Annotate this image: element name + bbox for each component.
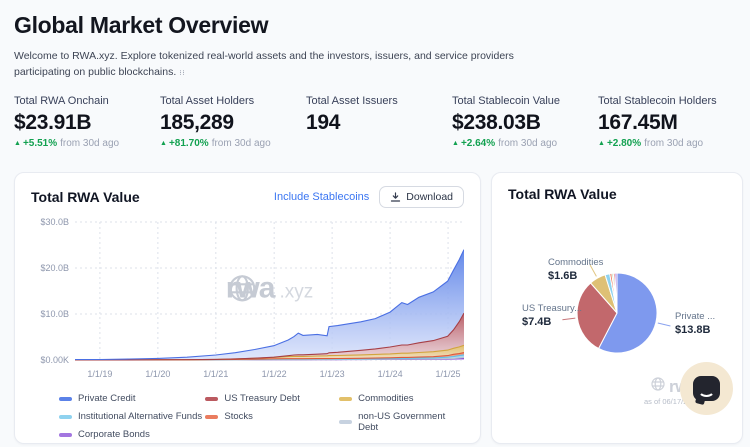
page-header: Global Market Overview Welcome to RWA.xy… — [0, 0, 750, 85]
legend-label: Institutional Alternative Funds — [78, 411, 203, 422]
pie-label-us-treasury-value: $7.4B — [522, 316, 552, 329]
pie-label-commodities-name: Commodities — [548, 257, 604, 268]
legend-column: Commodities non-US Government Debt — [339, 393, 464, 447]
stat-change: ▲ +2.80% from 30d ago — [598, 137, 704, 149]
legend-label: non-US Government Debt — [358, 411, 446, 433]
stat-value: $238.03B — [452, 110, 541, 134]
legend-label: Corporate Bonds — [78, 429, 150, 440]
stat-block: Total RWA Onchain $23.91B ▲ +5.51% from 30d … — [14, 95, 160, 149]
stat-value: 194 — [306, 110, 341, 134]
up-arrow-icon: ▲ — [452, 139, 459, 147]
y-tick-label: $10.0B — [40, 309, 69, 319]
y-tick-label: $30.0B — [40, 217, 69, 227]
legend-swatch — [339, 396, 353, 401]
stat-block: Total Stablecoin Value $238.03B ▲ +2.64% fro… — [452, 95, 598, 149]
up-arrow-icon: ▲ — [14, 139, 21, 147]
stat-change: ▲ +2.64% from 30d ago — [452, 137, 558, 149]
pie-label-commodities: Commodities $1.6B — [548, 256, 603, 285]
legend-item-institutional-alternative-funds[interactable]: Institutional Alternative Funds — [59, 411, 205, 422]
y-axis-labels: $0.00K $10.0B $20.0B $30.0B — [31, 216, 75, 366]
page-subtitle: Welcome to RWA.xyz. Explore tokenized re… — [14, 48, 562, 81]
stat-label: Total Stablecoin Value — [452, 94, 561, 107]
stat-label: Total Stablecoin Holders — [598, 94, 717, 107]
as-of-date: as of 06/17/2025 — [644, 397, 700, 406]
pie-label-commodities-value: $1.6B — [548, 270, 578, 283]
legend-item-us-treasury-debt[interactable]: US Treasury Debt — [205, 393, 339, 404]
total-rwa-value-chart-card: Total RWA Value Include Stablecoins Down… — [14, 172, 481, 444]
legend-item-private-credit[interactable]: Private Credit — [59, 393, 205, 404]
stat-block: Total Asset Issuers 194 — [306, 95, 452, 149]
legend-column: US Treasury Debt Stocks — [205, 393, 339, 447]
pie-label-us-treasury-name: US Treasury... — [522, 303, 583, 314]
stat-change: ▲ +5.51% from 30d ago — [14, 137, 120, 149]
stat-change: ▲ +81.70% from 30d ago — [160, 137, 271, 149]
y-tick-label: $0.00K — [40, 355, 69, 365]
legend-item-non-us-government-debt[interactable]: non-US Government Debt — [339, 411, 464, 433]
x-tick-label: 1/1/20 — [145, 369, 171, 379]
x-tick-label: 1/1/22 — [261, 369, 287, 379]
stats-row: Total RWA Onchain $23.91B ▲ +5.51% from 30d … — [0, 95, 750, 149]
stat-label: Total Asset Holders — [160, 94, 255, 107]
subtitle-text: Welcome to RWA.xyz. Explore tokenized re… — [14, 50, 514, 79]
x-tick-label: 1/1/21 — [203, 369, 229, 379]
pie-label-us-treasury: US Treasury... $7.4B — [522, 302, 582, 331]
globe-icon — [651, 377, 665, 391]
page-title: Global Market Overview — [14, 12, 269, 38]
download-button[interactable]: Download — [379, 186, 464, 208]
y-tick-label: $20.0B — [40, 263, 69, 273]
total-rwa-value-pie-card: Total RWA Value Commodities $1.6B US Tre… — [491, 172, 743, 444]
up-arrow-icon: ▲ — [598, 139, 605, 147]
chat-bubble-icon — [693, 376, 720, 401]
legend-swatch — [59, 414, 72, 419]
legend-swatch — [339, 420, 353, 424]
pie-chart-svg[interactable] — [508, 206, 728, 431]
legend-swatch — [205, 396, 219, 401]
stat-value: 185,289 — [160, 110, 234, 134]
pie-card-title: Total RWA Value — [508, 186, 617, 202]
x-tick-label: 1/1/23 — [319, 369, 345, 379]
stacked-area-chart[interactable]: rwa .xyz — [75, 216, 464, 366]
pie-label-private-credit: Private ... $13.8B — [675, 310, 715, 339]
subtitle-suffix-glyph: ⁝⁝ — [179, 70, 186, 78]
pie-label-private-credit-name: Private ... — [675, 311, 716, 322]
pie-chart-area: Commodities $1.6B US Treasury... $7.4B P… — [508, 206, 726, 431]
up-arrow-icon: ▲ — [160, 139, 167, 147]
download-icon — [391, 191, 401, 202]
chart-card-title: Total RWA Value — [31, 189, 140, 205]
chart-legend: Private Credit Institutional Alternative … — [59, 393, 464, 447]
stat-label: Total Asset Issuers — [306, 94, 398, 107]
legend-label: US Treasury Debt — [224, 393, 300, 404]
x-axis-labels: 1/1/19 1/1/20 1/1/21 1/1/22 1/1/23 1/1/24 1/1/… — [75, 369, 464, 383]
x-tick-label: 1/1/24 — [377, 369, 403, 379]
legend-item-corporate-bonds[interactable]: Corporate Bonds — [59, 429, 205, 440]
x-tick-label: 1/1/25 — [435, 369, 461, 379]
legend-column: Private Credit Institutional Alternative … — [59, 393, 205, 447]
include-stablecoins-toggle[interactable]: Include Stablecoins — [273, 191, 370, 203]
legend-item-commodities[interactable]: Commodities — [339, 393, 464, 404]
stat-value: $23.91B — [14, 110, 92, 134]
stat-block: Total Asset Holders 185,289 ▲ +81.70% from 3… — [160, 95, 306, 149]
legend-label: Private Credit — [78, 393, 136, 404]
stat-value: 167.45M — [598, 110, 678, 134]
legend-swatch — [59, 432, 72, 437]
legend-item-stocks[interactable]: Stocks — [205, 411, 339, 422]
x-tick-label: 1/1/19 — [87, 369, 113, 379]
stat-label: Total RWA Onchain — [14, 94, 109, 107]
legend-label: Commodities — [358, 393, 414, 404]
pie-label-private-credit-value: $13.8B — [675, 324, 711, 337]
legend-swatch — [205, 414, 219, 419]
legend-label: Stocks — [224, 411, 253, 422]
chat-widget-button[interactable] — [680, 362, 733, 415]
stat-block: Total Stablecoin Holders 167.45M ▲ +2.80% fr… — [598, 95, 744, 149]
legend-swatch — [59, 396, 72, 401]
download-button-label: Download — [406, 191, 453, 203]
stacked-area-chart-svg[interactable] — [75, 216, 464, 366]
